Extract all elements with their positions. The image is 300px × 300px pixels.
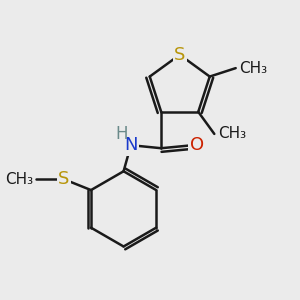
Text: O: O <box>190 136 204 154</box>
Text: S: S <box>58 170 69 188</box>
Text: S: S <box>174 46 185 64</box>
Text: CH₃: CH₃ <box>239 61 268 76</box>
Text: N: N <box>124 136 138 154</box>
Text: CH₃: CH₃ <box>218 126 246 141</box>
Text: H: H <box>115 125 128 143</box>
Text: CH₃: CH₃ <box>5 172 33 187</box>
